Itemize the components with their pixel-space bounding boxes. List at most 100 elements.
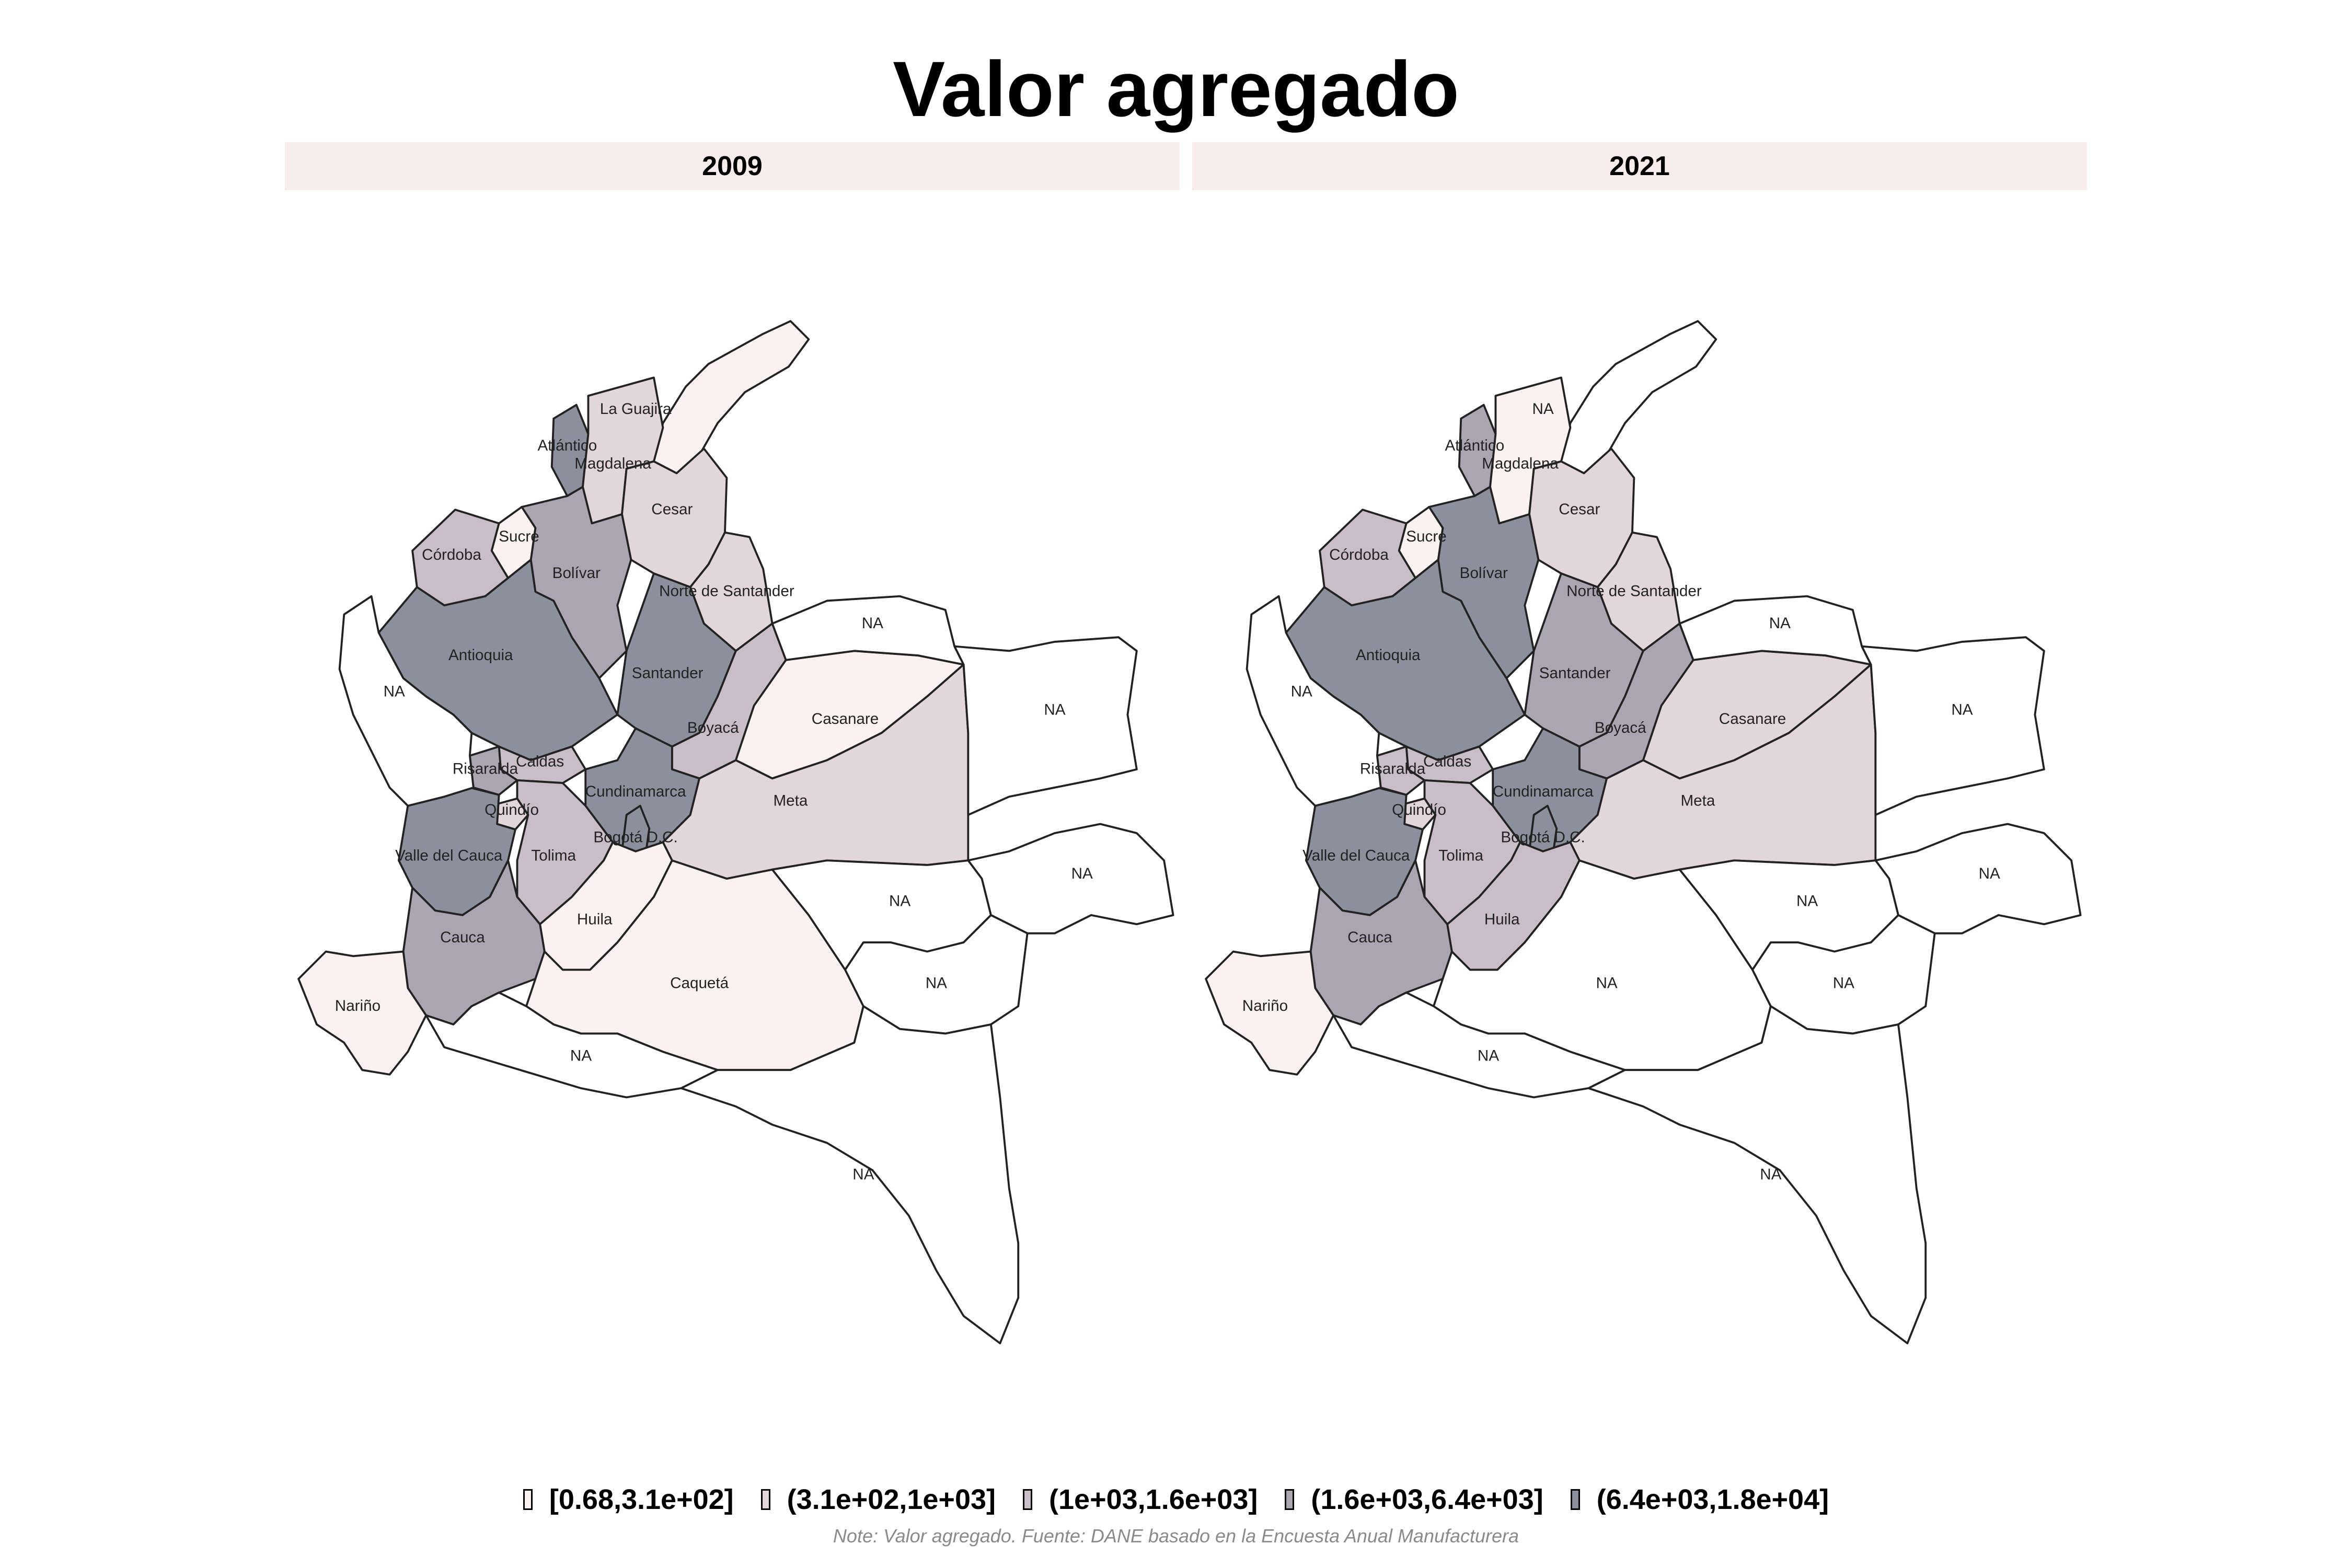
department-label-caqueta: NA (1596, 974, 1618, 991)
department-label-cordoba: Córdoba (422, 546, 481, 563)
department-putumayo (1332, 991, 1626, 1099)
department-label-guaviare: NA (1796, 892, 1818, 909)
department-label-cauca: Cauca (1347, 929, 1392, 946)
department-label-atlantico: Atlántico (538, 437, 597, 454)
department-label-boyaca: Boyacá (1595, 719, 1646, 736)
department-label-arauca: NA (1769, 615, 1791, 632)
department-label-caqueta: Caquetá (670, 974, 729, 991)
map-panel-2009: La Guajira Atlántico Magdalena Cesar Bolívar… (285, 193, 1180, 1448)
department-label-cauca: Cauca (440, 929, 485, 946)
legend-swatch-2 (760, 1489, 770, 1510)
department-la-guajira (653, 320, 810, 475)
department-label-guainia: NA (1071, 865, 1093, 882)
department-label-la-guajira: La Guajira (600, 400, 672, 418)
department-label-putumayo: NA (570, 1047, 592, 1065)
department-label-santander: Santander (1539, 665, 1611, 682)
legend-label-3: (1e+03,1.6e+03] (1049, 1484, 1258, 1515)
department-label-cundinamarca: Cundinamarca (1493, 783, 1594, 800)
panel-strip-2021: 2021 (1192, 142, 2087, 190)
department-label-antioquia: Antioquia (448, 647, 513, 664)
department-amazonas (680, 1005, 1020, 1345)
department-label-huila: Huila (577, 910, 613, 928)
department-label-antioquia: Antioquia (1356, 647, 1421, 664)
department-putumayo (425, 991, 719, 1099)
department-label-tolima: Tolima (531, 847, 576, 864)
department-label-la-guajira: NA (1532, 400, 1554, 418)
department-label-sucre: Sucre (1406, 528, 1446, 545)
legend: [0.68,3.1e+02] (3.1e+02,1e+03] (1e+03,1.… (0, 1483, 2352, 1516)
department-label-bogota-d-c: Bogotá D.C. (1501, 828, 1585, 846)
legend-item-5: (6.4e+03,1.8e+04] (1570, 1483, 1829, 1516)
department-label-vaupes: NA (1833, 974, 1854, 991)
department-label-meta: Meta (1680, 792, 1715, 810)
department-label-vichada: NA (1044, 701, 1065, 718)
department-guainia (1874, 823, 2082, 935)
department-label-santander: Santander (632, 665, 704, 682)
legend-label-1: [0.68,3.1e+02] (549, 1484, 734, 1515)
department-label-choco: NA (384, 683, 405, 700)
department-label-vaupes: NA (926, 974, 947, 991)
department-label-sucre: Sucre (499, 528, 539, 545)
department-label-cesar: Cesar (1559, 501, 1600, 518)
source-note: Note: Valor agregado. Fuente: DANE basad… (833, 1525, 1519, 1547)
department-amazonas (1587, 1005, 1927, 1345)
map-panel-2021: NA Atlántico Magdalena Cesar Bolívar Sucre Cór… (1192, 193, 2087, 1448)
department-label-valle-del-cauca: Valle del Cauca (395, 847, 503, 864)
department-label-bolivar: Bolívar (1460, 564, 1508, 582)
department-guainia (967, 823, 1174, 935)
panel-strip-2009: 2009 (285, 142, 1180, 190)
department-label-quindio: Quindío (485, 801, 539, 818)
legend-label-5: (6.4e+03,1.8e+04] (1596, 1484, 1829, 1515)
department-label-valle-del-cauca: Valle del Cauca (1302, 847, 1410, 864)
department-label-bogota-d-c: Bogotá D.C. (593, 828, 677, 846)
department-label-caldas: Caldas (516, 753, 564, 770)
department-label-norte-de-santander: Norte de Santander (1566, 583, 1702, 600)
department-label-caldas: Caldas (1423, 753, 1471, 770)
department-label-risaralda: Risaralda (1360, 760, 1426, 778)
department-label-arauca: NA (862, 615, 883, 632)
legend-swatch-5 (1570, 1489, 1580, 1510)
department-label-cordoba: Córdoba (1329, 546, 1389, 563)
department-label-quindio: Quindío (1392, 801, 1446, 818)
department-label-cundinamarca: Cundinamarca (585, 783, 686, 800)
department-vichada (1861, 636, 2045, 816)
legend-swatch-4 (1285, 1489, 1295, 1510)
department-label-amazonas: NA (852, 1166, 874, 1183)
department-label-putumayo: NA (1478, 1047, 1499, 1065)
department-label-narino: Nariño (335, 997, 381, 1014)
department-label-cesar: Cesar (651, 501, 693, 518)
department-label-huila: Huila (1484, 910, 1520, 928)
department-label-narino: Nariño (1242, 997, 1288, 1014)
department-label-guaviare: NA (889, 892, 910, 909)
department-label-casanare: Casanare (812, 710, 879, 728)
department-label-bolivar: Bolívar (552, 564, 601, 582)
legend-label-2: (3.1e+02,1e+03] (787, 1484, 996, 1515)
legend-item-3: (1e+03,1.6e+03] (1023, 1483, 1258, 1516)
department-label-amazonas: NA (1760, 1166, 1781, 1183)
department-label-boyaca: Boyacá (687, 719, 739, 736)
department-label-atlantico: Atlántico (1445, 437, 1505, 454)
department-label-guainia: NA (1979, 865, 2000, 882)
department-label-meta: Meta (773, 792, 808, 810)
department-label-vichada: NA (1951, 701, 1973, 718)
legend-item-1: [0.68,3.1e+02] (523, 1483, 734, 1516)
legend-swatch-3 (1023, 1489, 1033, 1510)
department-label-risaralda: Risaralda (453, 760, 518, 778)
department-label-norte-de-santander: Norte de Santander (659, 583, 794, 600)
department-choco (338, 595, 475, 807)
legend-item-4: (1.6e+03,6.4e+03] (1285, 1483, 1543, 1516)
department-narino (1205, 950, 1335, 1076)
department-label-choco: NA (1291, 683, 1312, 700)
chart-title: Valor agregado (893, 45, 1459, 133)
department-vichada (953, 636, 1138, 816)
legend-item-2: (3.1e+02,1e+03] (760, 1483, 996, 1516)
legend-label-4: (1.6e+03,6.4e+03] (1311, 1484, 1543, 1515)
department-label-tolima: Tolima (1438, 847, 1483, 864)
department-choco (1246, 595, 1382, 807)
department-label-casanare: Casanare (1719, 710, 1786, 728)
department-label-magdalena: Magdalena (1482, 455, 1559, 472)
department-label-magdalena: Magdalena (574, 455, 651, 472)
department-la-guajira (1560, 320, 1717, 475)
